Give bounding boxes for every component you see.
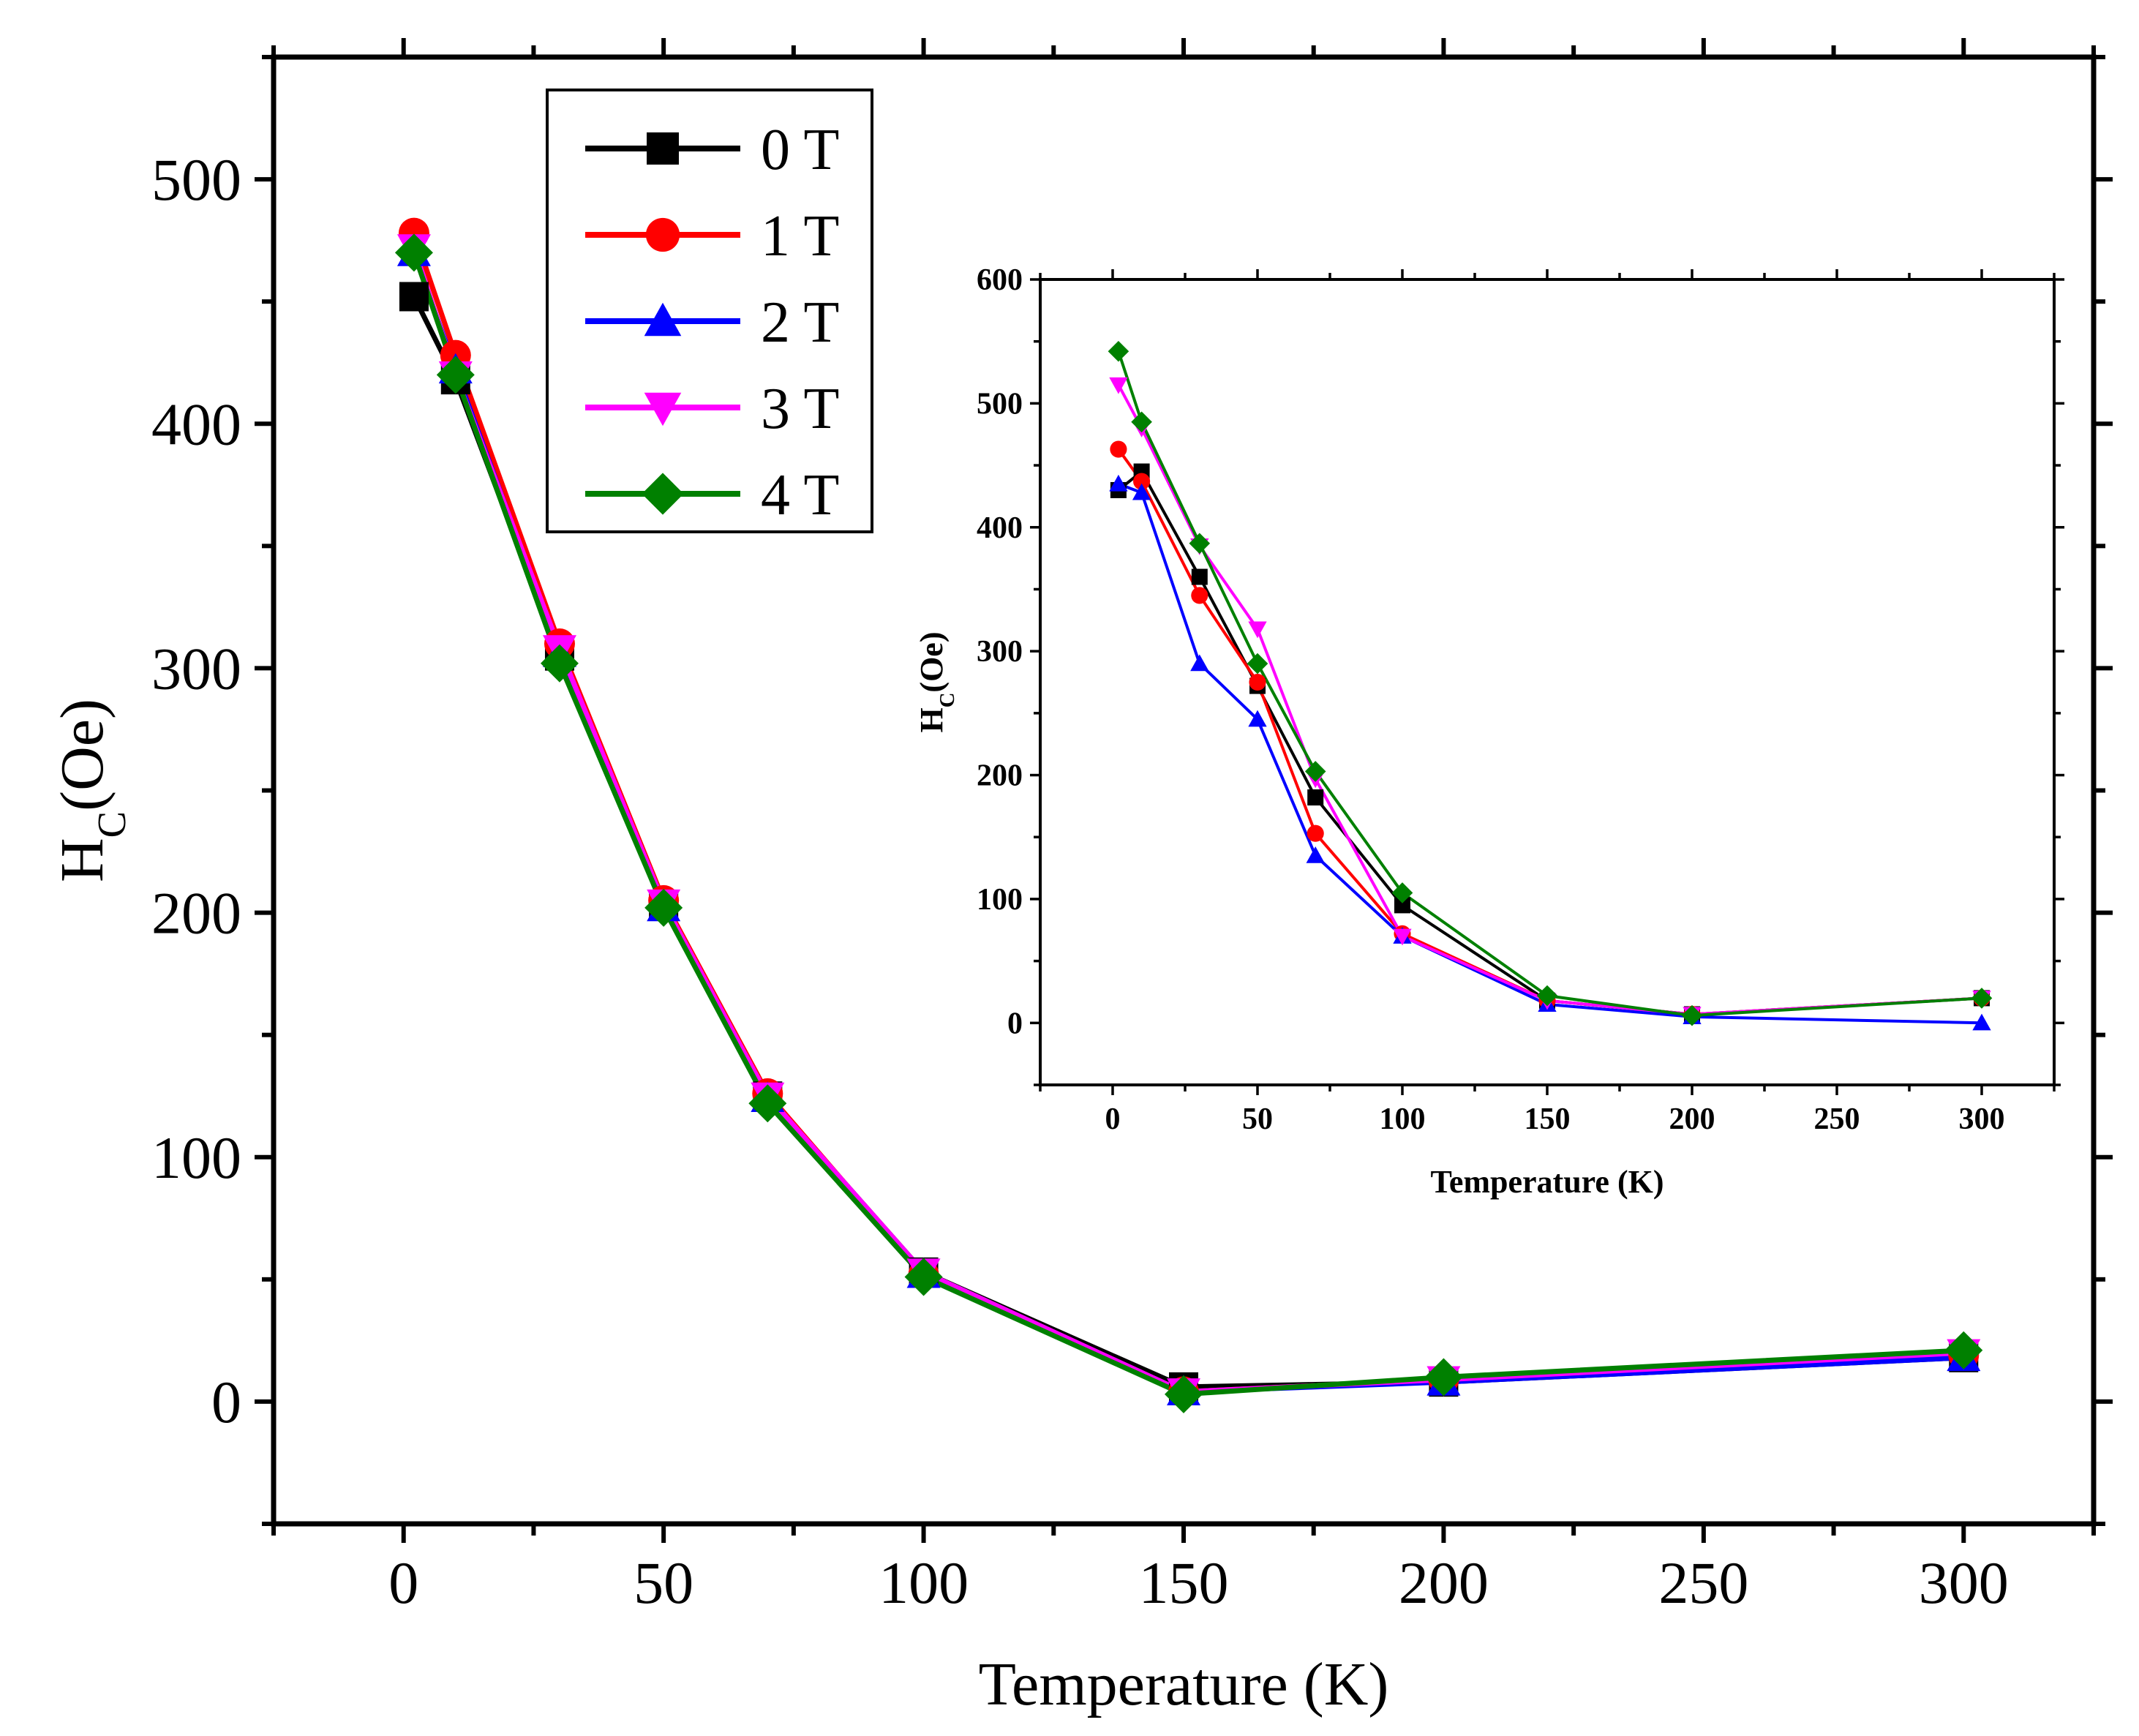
inset-y-tick-label: 400 <box>977 511 1023 545</box>
main-y-axis-title-main: H <box>48 838 116 882</box>
inset-point-4t <box>1391 882 1413 903</box>
main-y-tick-label: 300 <box>151 635 241 702</box>
main-y-tick-label: 500 <box>151 146 241 213</box>
inset-y-axis-title-main: H <box>914 707 950 732</box>
inset-y-axis-title-sub: C <box>936 693 959 708</box>
inset-x-axis-title: Temperature (K) <box>1431 1164 1664 1200</box>
main-point-4t <box>1944 1331 1983 1369</box>
inset-point-4t <box>1681 1004 1703 1026</box>
inset-y-axis-title-rest: (Oe) <box>914 632 950 693</box>
inset-point-4t <box>1971 988 1993 1009</box>
inset-point-2t <box>1190 654 1209 672</box>
inset-point-4t <box>1247 653 1268 675</box>
inset-series-line-1t <box>1117 448 1982 1016</box>
inset-y-tick-label: 0 <box>1007 1007 1023 1040</box>
main-point-4t <box>436 356 475 394</box>
inset-series-line-2t <box>1118 482 1982 1025</box>
main-y-axis-title-sub: C <box>89 811 134 838</box>
legend: 0 T 1 T 2 T 3 T 4 T <box>546 89 873 533</box>
legend-label-0t: 0 T <box>761 118 839 182</box>
inset-series-line-3t <box>1117 384 1982 1016</box>
inset-x-tick-label: 50 <box>1242 1102 1273 1136</box>
legend-label-2t: 2 T <box>761 290 839 355</box>
inset-y-axis-title: HC(Oe) <box>914 632 959 733</box>
inset-point-2t <box>1132 483 1151 500</box>
main-y-axis-title: HC(Oe) <box>48 699 134 882</box>
legend-marker-3t <box>644 392 682 427</box>
inset-point-4t <box>1189 533 1211 555</box>
main-point-4t <box>748 1084 787 1123</box>
inset-point-3t <box>1109 377 1128 394</box>
inset-point-0t <box>1394 897 1410 914</box>
inset-point-4t <box>1108 340 1129 362</box>
inset-series-line-0t <box>1117 470 1982 1016</box>
main-point-4t <box>904 1258 943 1296</box>
inset-point-0t <box>1307 789 1324 806</box>
inset-point-2t <box>1109 474 1128 492</box>
legend-label-4t: 4 T <box>761 463 839 527</box>
inset-point-2t <box>1306 846 1325 863</box>
inset-x-tick-label: 100 <box>1380 1102 1426 1136</box>
inset-y-tick-label: 600 <box>977 263 1023 297</box>
main-y-tick-label: 200 <box>151 880 241 947</box>
main-y-axis-title-rest: (Oe) <box>48 699 116 811</box>
main-x-tick-label: 100 <box>879 1549 969 1616</box>
inset-point-0t <box>1191 568 1208 585</box>
inset-x-tick-label: 300 <box>1959 1102 2005 1136</box>
legend-marker-2t <box>644 302 682 337</box>
main-x-tick-label: 150 <box>1139 1549 1229 1616</box>
inset-x-tick-label: 150 <box>1525 1102 1571 1136</box>
main-plot: 0 50 100 150 200 250 3000100200300400500Temper… <box>48 38 2113 1718</box>
legend-marker-1t <box>645 217 680 252</box>
inset-point-1t <box>1110 440 1127 458</box>
inset-point-1t <box>1307 824 1324 842</box>
inset-point-4t <box>1304 761 1326 782</box>
inset-y-tick-label: 100 <box>977 883 1023 917</box>
inset-y-tick-label: 300 <box>977 635 1023 669</box>
main-x-tick-label: 250 <box>1658 1549 1748 1616</box>
inset-plot-frame <box>1039 278 2056 1086</box>
main-y-tick-label: 400 <box>151 391 241 457</box>
inset-point-3t <box>1393 928 1412 946</box>
inset-y-tick-label: 500 <box>977 387 1023 421</box>
inset-y-tick-label: 200 <box>977 759 1023 793</box>
inset-point-1t <box>1191 587 1208 604</box>
main-point-0t <box>399 282 429 312</box>
inset-point-3t <box>1248 621 1267 639</box>
legend-marker-4t <box>642 473 684 515</box>
legend-marker-0t <box>647 132 679 165</box>
inset-point-1t <box>1249 673 1266 691</box>
inset-plot: 0 50 100 150 200 250 300 0 100 200 300 400 500 600 Tem… <box>914 263 2064 1200</box>
inset-point-2t <box>1248 710 1267 727</box>
main-x-tick-label: 300 <box>1919 1549 2009 1616</box>
main-x-tick-label: 0 <box>388 1549 418 1616</box>
main-point-4t <box>1165 1375 1203 1413</box>
main-x-tick-label: 200 <box>1399 1549 1489 1616</box>
main-point-4t <box>540 644 579 683</box>
main-y-tick-label: 100 <box>151 1124 241 1191</box>
legend-label-1t: 1 T <box>761 204 839 268</box>
main-point-4t <box>644 888 683 927</box>
inset-x-tick-label: 0 <box>1105 1102 1121 1136</box>
inset-series-line-4t <box>1117 350 1982 1018</box>
main-x-tick-label: 50 <box>634 1549 693 1616</box>
inset-x-tick-label: 250 <box>1814 1102 1860 1136</box>
main-y-tick-label: 0 <box>211 1369 241 1435</box>
inset-point-1t <box>1133 473 1151 490</box>
main-x-axis-title: Temperature (K) <box>979 1650 1389 1718</box>
inset-point-4t <box>1131 411 1152 433</box>
inset-point-2t <box>1972 1013 1991 1031</box>
main-point-4t <box>394 233 433 272</box>
legend-label-3t: 3 T <box>761 377 839 441</box>
legend-box <box>546 89 873 533</box>
inset-point-4t <box>1536 985 1558 1007</box>
inset-x-tick-label: 200 <box>1669 1102 1715 1136</box>
main-point-4t <box>1424 1358 1463 1397</box>
